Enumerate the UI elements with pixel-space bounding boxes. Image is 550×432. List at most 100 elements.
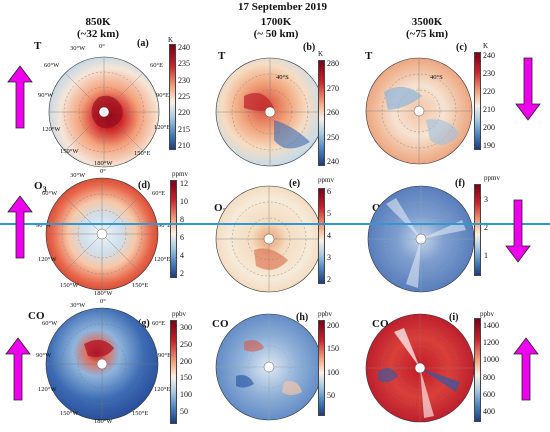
colorbar-ticks-e: 6 5 4 3 2 — [327, 188, 331, 284]
colorbar-ticks-c: 240 230 220 210 200 190 — [483, 52, 495, 150]
colorbar-unit-b: K — [318, 50, 324, 58]
polar-map-i — [365, 313, 475, 423]
arrow-up-icon — [5, 337, 31, 401]
panel-label-g: (g) — [138, 318, 150, 329]
geo-label-g-150e: 150°E — [132, 410, 149, 417]
geo-label-d-90w: 90°W — [36, 222, 52, 229]
cb-tick: 200 — [180, 356, 192, 366]
cb-tick: 1400 — [483, 321, 499, 330]
panel-label-a: (a) — [137, 38, 149, 49]
variable-label-o3-d: O3 — [34, 180, 47, 194]
cb-tick: 5 — [327, 209, 331, 218]
cb-tick: 8 — [180, 215, 184, 224]
geo-label-d-0: 0° — [100, 168, 106, 175]
cb-tick: 1200 — [483, 338, 499, 348]
geo-label-a-180w: 180°W — [94, 160, 113, 167]
geo-label-a-120w: 120°W — [42, 126, 61, 133]
o3-main: O — [214, 202, 223, 214]
colorbar-unit-f: ppmv — [484, 174, 500, 182]
cb-tick: 220 — [483, 87, 495, 96]
geo-label-d-90e: 90°E — [158, 222, 172, 229]
colorbar-f — [474, 184, 481, 276]
cb-tick: 4 — [180, 251, 184, 260]
column-level-1700k: 1700K — [260, 16, 292, 28]
geo-label-a-30w: 30°W — [70, 45, 86, 52]
o3-main: O — [372, 202, 381, 214]
cb-tick: 800 — [483, 372, 495, 382]
colorbar-ticks-i: 1400 1200 1000 800 600 400 — [483, 322, 499, 416]
colorbar-unit-a: K — [168, 36, 174, 44]
geo-label-c-40s: 40°S — [430, 74, 443, 81]
o3-main: O — [34, 180, 43, 192]
cb-tick: 225 — [178, 91, 190, 101]
colorbar-ticks-b: 280 270 260 250 240 — [327, 60, 339, 166]
arrow-up-icon — [7, 195, 33, 259]
cb-tick: 240 — [327, 157, 339, 166]
geo-label-a-120e: 120°E — [154, 124, 171, 131]
colorbar-unit-g: ppbv — [172, 310, 186, 318]
cb-tick: 1000 — [483, 355, 499, 365]
arrow-up-icon — [7, 65, 33, 129]
geo-label-g-0: 0° — [100, 298, 106, 305]
colorbar-i — [474, 318, 481, 422]
cb-tick: 50 — [327, 390, 335, 400]
cb-tick: 210 — [483, 105, 495, 114]
variable-label-co-h: CO — [212, 318, 229, 330]
cb-tick: 190 — [483, 141, 495, 150]
cb-tick: 230 — [178, 75, 190, 85]
geo-label-g-90w: 90°W — [36, 352, 52, 359]
geo-label-g-60e: 60°E — [152, 320, 166, 327]
geo-label-g-120w: 120°W — [38, 386, 57, 393]
cb-tick: 4 — [327, 231, 331, 240]
cb-tick: 1 — [484, 251, 488, 260]
polar-map-h — [215, 313, 323, 421]
variable-label-co-g: CO — [28, 310, 45, 322]
geo-label-a-60w: 60°W — [44, 62, 60, 69]
geo-label-g-180w: 180°W — [94, 418, 113, 425]
colorbar-ticks-g: 300 250 200 150 100 50 — [180, 324, 192, 416]
cb-tick: 50 — [180, 406, 188, 416]
column-header-850k: 850K (~32 km) — [68, 16, 128, 40]
cb-tick: 10 — [180, 197, 188, 206]
polar-map-d — [45, 177, 159, 291]
arrow-down-icon — [515, 57, 541, 121]
column-level-850k: 850K — [85, 16, 111, 28]
colorbar-a — [169, 44, 176, 150]
horizontal-divider-line — [0, 223, 550, 225]
colorbar-e — [318, 188, 325, 284]
column-header-3500k: 3500K (~75 km) — [392, 16, 462, 40]
cb-tick: 200 — [327, 321, 339, 330]
polar-map-e — [215, 185, 323, 293]
cb-tick: 240 — [178, 43, 190, 52]
panel-label-b: (b) — [303, 42, 316, 53]
geo-label-g-30w: 30°W — [70, 302, 86, 309]
variable-label-t-b: T — [218, 50, 226, 62]
panel-label-c: (c) — [456, 42, 468, 53]
geo-label-g-120e: 120°E — [154, 386, 171, 393]
polar-map-a — [48, 56, 160, 168]
cb-tick: 260 — [327, 108, 339, 117]
polar-map-f — [367, 185, 475, 293]
cb-tick: 300 — [180, 323, 192, 332]
geo-label-b-40s: 40°S — [276, 74, 289, 81]
polar-map-c — [365, 57, 473, 165]
geo-label-g-90e: 90°E — [158, 352, 172, 359]
geo-label-a-0: 0° — [99, 43, 105, 50]
column-level-3500k: 3500K — [411, 16, 443, 28]
cb-tick: 3 — [327, 253, 331, 262]
polar-map-g — [45, 307, 159, 421]
cb-tick: 100 — [180, 390, 192, 400]
cb-tick: 240 — [483, 51, 495, 60]
cb-tick: 12 — [180, 179, 188, 188]
colorbar-ticks-a: 240 235 230 225 220 215 210 — [178, 44, 190, 150]
cb-tick: 6 — [327, 187, 331, 196]
cb-tick: 235 — [178, 59, 190, 69]
colorbar-h — [318, 320, 325, 416]
column-altitude-850k: (~32 km) — [76, 28, 120, 40]
colorbar-ticks-h: 200 150 100 50 — [327, 322, 339, 400]
polar-map-b — [215, 57, 325, 167]
geo-label-a-150w: 150°W — [60, 148, 79, 155]
cb-tick: 230 — [483, 69, 495, 78]
colorbar-unit-c: K — [483, 42, 489, 50]
cb-tick: 250 — [327, 132, 339, 142]
